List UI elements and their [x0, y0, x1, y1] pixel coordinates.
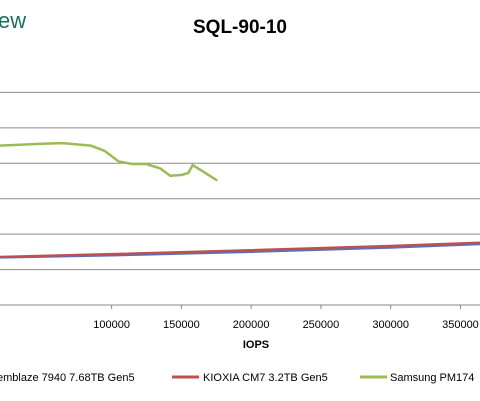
series-lines [0, 141, 480, 259]
legend-label-3: Samsung PM174 [390, 372, 474, 384]
logo-text: ew [0, 8, 26, 33]
x-tick-labels: 100000 150000 200000 250000 300000 350000 [93, 305, 479, 331]
series-line-1 [0, 243, 480, 259]
x-tick-label: 150000 [163, 319, 200, 331]
x-tick-label: 350000 [442, 319, 479, 331]
x-tick-label: 300000 [372, 319, 409, 331]
series-line-3 [0, 141, 218, 182]
chart-title: SQL-90-10 [193, 17, 287, 38]
series-line-2 [0, 241, 480, 258]
legend-label-2: KIOXIA CM7 3.2TB Gen5 [203, 372, 328, 384]
x-axis-label: IOPS [243, 339, 269, 351]
x-tick-label: 200000 [233, 319, 270, 331]
legend-label-1: emblaze 7940 7.68TB Gen5 [0, 372, 135, 384]
legend: emblaze 7940 7.68TB Gen5 KIOXIA CM7 3.2TB… [0, 372, 474, 384]
gridlines [0, 91, 480, 271]
x-tick-label: 100000 [93, 319, 130, 331]
x-tick-label: 250000 [303, 319, 340, 331]
